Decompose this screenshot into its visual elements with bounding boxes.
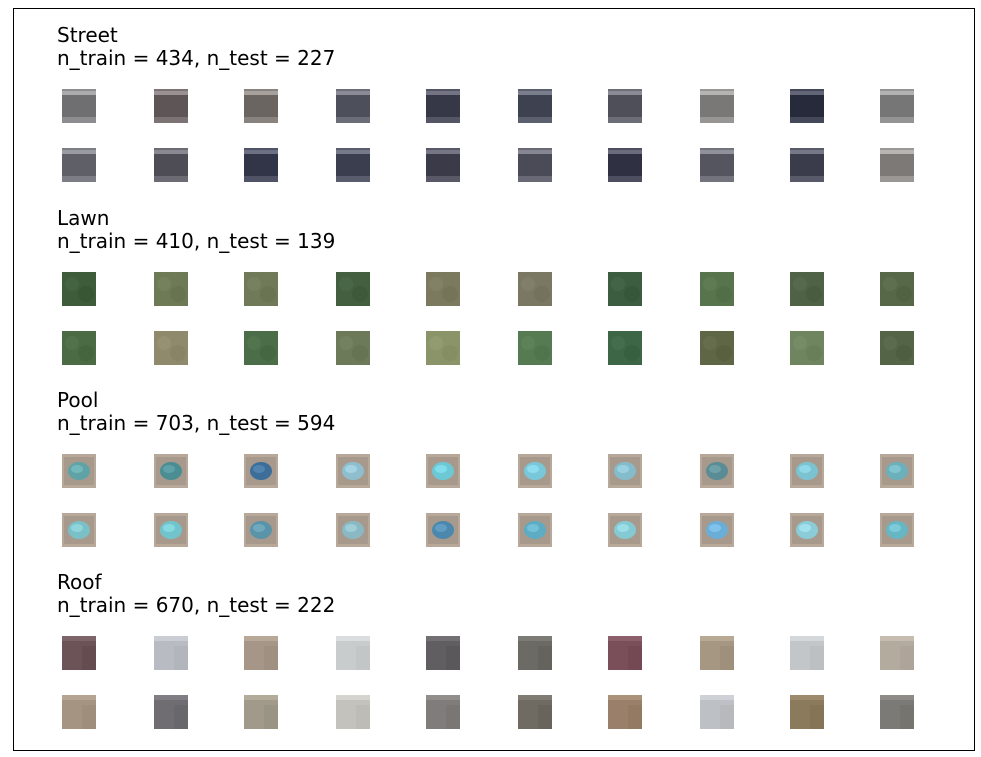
- sample-thumbnail: [244, 636, 278, 670]
- sample-thumbnail: [700, 513, 734, 547]
- sample-thumbnail: [426, 272, 460, 306]
- sample-thumbnail: [880, 513, 914, 547]
- sample-thumbnail: [790, 331, 824, 365]
- sample-thumbnail: [154, 513, 188, 547]
- sample-thumbnail: [700, 636, 734, 670]
- sample-thumbnail: [880, 89, 914, 123]
- sample-thumbnail: [244, 695, 278, 729]
- sample-thumbnail: [790, 636, 824, 670]
- sample-thumbnail: [790, 148, 824, 182]
- sample-thumbnail: [336, 89, 370, 123]
- sample-thumbnail: [880, 636, 914, 670]
- sample-thumbnail: [700, 148, 734, 182]
- sample-thumbnail: [700, 331, 734, 365]
- sample-thumbnail: [336, 272, 370, 306]
- sample-thumbnail: [336, 636, 370, 670]
- sample-thumbnail: [62, 513, 96, 547]
- sample-thumbnail: [518, 454, 552, 488]
- sample-thumbnail: [336, 454, 370, 488]
- sample-thumbnail: [608, 513, 642, 547]
- sample-thumbnail: [244, 331, 278, 365]
- sample-thumbnail: [154, 272, 188, 306]
- sample-thumbnail: [62, 454, 96, 488]
- sample-thumbnail: [518, 89, 552, 123]
- sample-thumbnail: [426, 148, 460, 182]
- section-roof: Roof n_train = 670, n_test = 222: [14, 571, 974, 741]
- sample-thumbnail: [336, 331, 370, 365]
- sample-thumbnail: [336, 695, 370, 729]
- section-street: Street n_train = 434, n_test = 227: [14, 24, 974, 194]
- sample-thumbnail: [244, 89, 278, 123]
- sample-thumbnail: [62, 331, 96, 365]
- sample-thumbnail: [62, 148, 96, 182]
- sample-thumbnail: [608, 695, 642, 729]
- section-lawn: Lawn n_train = 410, n_test = 139: [14, 207, 974, 377]
- sample-thumbnail: [518, 636, 552, 670]
- sample-thumbnail: [880, 272, 914, 306]
- sample-thumbnail: [154, 695, 188, 729]
- section-title: Street: [57, 23, 118, 47]
- sample-thumbnail: [154, 454, 188, 488]
- sample-thumbnail: [336, 148, 370, 182]
- sample-thumbnail: [518, 272, 552, 306]
- sample-thumbnail: [426, 331, 460, 365]
- sample-thumbnail: [244, 454, 278, 488]
- sample-thumbnail: [62, 695, 96, 729]
- figure-frame: Street n_train = 434, n_test = 227 Lawn n_t…: [13, 8, 975, 751]
- sample-thumbnail: [518, 331, 552, 365]
- section-title: Lawn: [57, 206, 110, 230]
- section-counts: n_train = 434, n_test = 227: [57, 46, 336, 70]
- sample-thumbnail: [608, 331, 642, 365]
- sample-thumbnail: [790, 695, 824, 729]
- section-counts: n_train = 703, n_test = 594: [57, 411, 336, 435]
- sample-thumbnail: [62, 636, 96, 670]
- sample-thumbnail: [700, 454, 734, 488]
- sample-thumbnail: [244, 513, 278, 547]
- section-counts: n_train = 670, n_test = 222: [57, 593, 336, 617]
- sample-thumbnail: [154, 89, 188, 123]
- sample-thumbnail: [426, 636, 460, 670]
- sample-thumbnail: [790, 89, 824, 123]
- sample-thumbnail: [608, 148, 642, 182]
- sample-thumbnail: [518, 695, 552, 729]
- section-title: Roof: [57, 570, 102, 594]
- section-pool: Pool n_train = 703, n_test = 594: [14, 389, 974, 559]
- sample-thumbnail: [700, 695, 734, 729]
- sample-thumbnail: [154, 636, 188, 670]
- sample-thumbnail: [790, 272, 824, 306]
- sample-thumbnail: [518, 513, 552, 547]
- sample-thumbnail: [336, 513, 370, 547]
- sample-thumbnail: [608, 454, 642, 488]
- sample-thumbnail: [426, 89, 460, 123]
- sample-thumbnail: [426, 454, 460, 488]
- sample-thumbnail: [62, 89, 96, 123]
- sample-thumbnail: [790, 513, 824, 547]
- section-title: Pool: [57, 388, 99, 412]
- sample-thumbnail: [880, 331, 914, 365]
- sample-thumbnail: [244, 148, 278, 182]
- sample-thumbnail: [608, 636, 642, 670]
- sample-thumbnail: [790, 454, 824, 488]
- sample-thumbnail: [700, 89, 734, 123]
- sample-thumbnail: [880, 454, 914, 488]
- sample-thumbnail: [518, 148, 552, 182]
- sample-thumbnail: [244, 272, 278, 306]
- sample-thumbnail: [608, 89, 642, 123]
- sample-thumbnail: [880, 695, 914, 729]
- sample-thumbnail: [426, 513, 460, 547]
- sample-thumbnail: [700, 272, 734, 306]
- sample-thumbnail: [608, 272, 642, 306]
- sample-thumbnail: [154, 148, 188, 182]
- sample-thumbnail: [62, 272, 96, 306]
- sample-thumbnail: [154, 331, 188, 365]
- sample-thumbnail: [880, 148, 914, 182]
- section-counts: n_train = 410, n_test = 139: [57, 229, 336, 253]
- sample-thumbnail: [426, 695, 460, 729]
